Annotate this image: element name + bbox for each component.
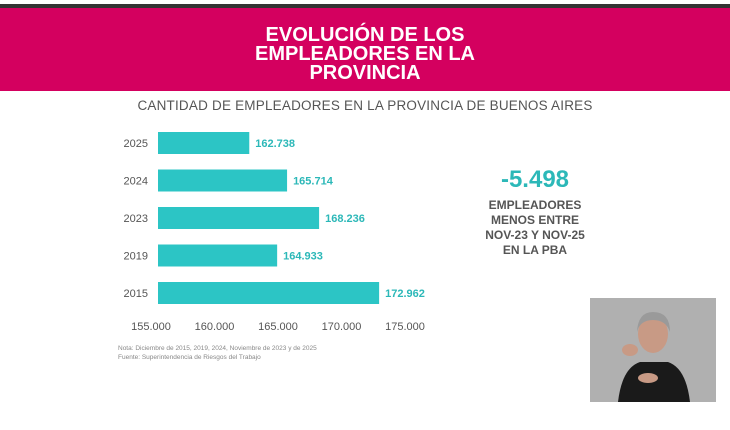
interpreter-figure-icon: [590, 298, 716, 402]
x-tick-label: 165.000: [258, 321, 298, 333]
value-label: 165.714: [293, 176, 334, 188]
y-tick-label: 2023: [124, 213, 148, 225]
note-text: Nota: Diciembre de 2015, 2019, 2024, Nov…: [118, 345, 317, 352]
title-line: EMPLEADORES EN LA: [254, 43, 476, 65]
top-border: [0, 4, 730, 8]
chart-notes: Nota: Diciembre de 2015, 2019, 2024, Nov…: [118, 344, 317, 362]
bar-2025: [158, 132, 250, 154]
x-tick-label: 160.000: [195, 321, 235, 333]
page-title: EVOLUCIÓN DE LOS EMPLEADORES EN LA PROVI…: [0, 24, 730, 84]
value-label: 164.933: [283, 251, 323, 263]
bar-2019: [158, 244, 278, 267]
sign-language-interpreter-video: [590, 298, 716, 402]
title-line: PROVINCIA: [309, 62, 421, 84]
value-label: 162.738: [255, 138, 295, 150]
value-label: 168.236: [325, 213, 365, 225]
y-tick-label: 2019: [124, 251, 148, 263]
stat-description: EMPLEADORES MENOS ENTRE NOV-23 Y NOV-25 …: [485, 198, 585, 257]
chart-subtitle: CANTIDAD DE EMPLEADORES EN LA PROVINCIA …: [137, 98, 593, 113]
x-tick-label: 170.000: [322, 321, 362, 333]
y-tick-label: 2015: [124, 288, 148, 300]
y-tick-label: 2024: [124, 176, 148, 188]
y-tick-label: 2025: [124, 138, 148, 150]
title-line: EVOLUCIÓN DE LOS: [265, 24, 465, 46]
bar-2015: [158, 282, 380, 304]
title-banner: [0, 8, 730, 91]
value-label: 172.962: [385, 288, 425, 300]
source-text: Fuente: Superintendencia de Riesgos del …: [118, 354, 261, 361]
x-tick-label: 175.000: [385, 321, 425, 333]
bar-2024: [158, 169, 288, 192]
bar-2023: [158, 207, 320, 229]
stat-callout: -5.498 EMPLEADORES MENOS ENTRE NOV-23 Y …: [470, 166, 600, 258]
stat-value: -5.498: [500, 166, 570, 193]
x-tick-label: 155.000: [131, 321, 171, 333]
